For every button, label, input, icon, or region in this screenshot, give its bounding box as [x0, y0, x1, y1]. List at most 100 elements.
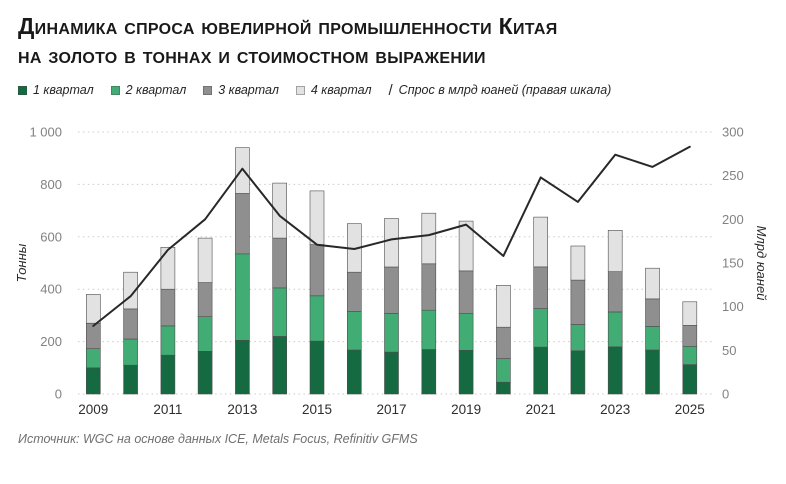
right-axis-tick-label: 250	[722, 168, 744, 183]
bar-segment-q2-2011	[160, 325, 176, 356]
legend-label: 2 квартал	[125, 83, 187, 97]
bar-segment-q2-2010	[123, 338, 138, 366]
right-axis-tick-label: 150	[722, 256, 744, 271]
legend-swatch-icon	[110, 85, 120, 95]
chart-title-line1: Динамика спроса ювелирной промышленности…	[18, 13, 558, 39]
bar-segment-q1-2025	[682, 364, 698, 395]
legend-label: Спрос в млрд юаней (правая шкала)	[398, 83, 612, 97]
x-axis-year-label: 2011	[153, 402, 182, 417]
bar-segment-q2-2017	[384, 313, 399, 353]
bar-segment-q1-2019	[458, 349, 474, 395]
bar-segment-q2-2021	[533, 308, 549, 348]
bar-segment-q4-2009	[86, 294, 101, 324]
bar-segment-q2-2015	[309, 295, 325, 342]
legend-label: 4 квартал	[310, 83, 372, 97]
bar-segment-q2-2016	[346, 311, 362, 351]
legend-item: / Спрос в млрд юаней (правая шкала)	[388, 81, 612, 99]
bar-segment-q2-2023	[607, 311, 623, 348]
bar-segment-q3-2020	[496, 326, 511, 359]
bar-segment-q4-2013	[235, 147, 250, 194]
bar-segment-q4-2024	[645, 267, 660, 300]
bar-segment-q2-2022	[570, 324, 586, 352]
bar-segment-q4-2019	[458, 220, 474, 272]
x-axis-year-label: 2021	[526, 402, 556, 417]
bar-segment-q1-2020	[496, 381, 511, 395]
bar-segment-q3-2021	[533, 266, 549, 309]
left-axis-tick-label: 1 000	[29, 125, 62, 140]
x-axis-year-label: 2015	[302, 402, 332, 417]
bar-segment-q1-2011	[160, 354, 176, 395]
x-axis-year-label: 2023	[600, 402, 630, 417]
bar-segment-q1-2018	[421, 349, 437, 395]
legend-swatch-icon	[18, 85, 27, 95]
legend-label: 1 квартал	[33, 83, 94, 97]
bar-segment-q1-2009	[86, 367, 101, 395]
right-axis-tick-label: 100	[722, 299, 744, 314]
left-axis-tick-label: 400	[40, 282, 62, 297]
bar-segment-q4-2014	[272, 182, 288, 239]
bar-segment-q4-2018	[421, 212, 437, 265]
bar-segment-q3-2025	[682, 325, 698, 347]
bar-segment-q4-2017	[384, 218, 399, 268]
legend-item: 1 квартал	[18, 83, 94, 97]
bar-segment-q3-2015	[309, 244, 325, 297]
bar-segment-q2-2018	[421, 309, 437, 350]
bar-segment-q2-2014	[272, 287, 288, 337]
bar-segment-q2-2009	[86, 348, 101, 369]
left-axis-tick-label: 800	[40, 177, 62, 192]
bar-segment-q3-2012	[197, 282, 213, 318]
bar-segment-q1-2017	[384, 351, 399, 395]
chart-title-line2: на золото в тоннах и стоимостном выражен…	[18, 42, 486, 69]
bar-segment-q1-2013	[235, 339, 250, 395]
bar-segment-q4-2012	[197, 237, 213, 283]
bar-segment-q3-2022	[570, 279, 586, 325]
bar-segment-q3-2023	[607, 271, 623, 313]
bar-segment-q2-2025	[682, 345, 698, 365]
bar-segment-q1-2022	[570, 350, 586, 395]
legend-swatch-icon	[203, 85, 213, 95]
legend-item: 2 квартал	[110, 83, 187, 97]
chart-title: Динамика спроса ювелирной промышленности…	[18, 12, 558, 71]
bar-segment-q3-2017	[384, 266, 399, 314]
legend-item: 4 квартал	[295, 83, 372, 97]
bar-segment-q1-2024	[645, 349, 660, 395]
bar-segment-q1-2012	[197, 350, 213, 395]
demand-line	[92, 145, 691, 327]
left-axis-tick-label: 200	[40, 334, 62, 349]
left-axis-tick-label: 600	[40, 229, 62, 244]
right-axis-tick-label: 0	[722, 387, 729, 402]
bar-segment-q4-2015	[309, 190, 325, 245]
bar-segment-q1-2023	[607, 346, 623, 395]
legend-item: 3 квартал	[203, 83, 279, 97]
bar-segment-q2-2020	[496, 358, 511, 383]
x-axis-year-label: 2013	[227, 402, 257, 417]
x-axis-year-label: 2025	[675, 402, 705, 417]
x-axis-year-label: 2017	[376, 402, 406, 417]
bar-segment-q4-2023	[607, 230, 623, 273]
right-axis-tick-label: 300	[722, 125, 744, 140]
bar-segment-q3-2013	[235, 193, 250, 255]
bar-segment-q4-2020	[496, 284, 511, 328]
bar-segment-q3-2018	[421, 263, 437, 311]
bar-segment-q1-2021	[533, 346, 549, 395]
bar-segment-q3-2010	[123, 308, 138, 340]
right-axis-tick-label: 200	[722, 212, 744, 227]
x-axis-year-label: 2019	[451, 402, 481, 417]
bar-segment-q3-2009	[86, 322, 101, 349]
bar-segment-q1-2016	[346, 349, 362, 395]
x-axis-year-label: 2009	[78, 402, 108, 417]
bar-segment-q1-2015	[309, 340, 325, 395]
bar-segment-q3-2016	[346, 271, 362, 312]
bar-segment-q1-2014	[272, 336, 288, 395]
legend: 1 квартал 2 квартал 3 квартал 4 квартал / Спр…	[18, 81, 612, 99]
bar-segment-q3-2011	[160, 288, 176, 327]
bar-segment-q4-2011	[160, 247, 176, 290]
legend-line-icon: /	[388, 81, 393, 99]
bar-segment-q2-2019	[458, 313, 474, 351]
left-axis-title: Тонны	[14, 243, 29, 282]
legend-label: 3 квартал	[218, 83, 279, 97]
right-axis-title: Млрд юаней	[754, 226, 769, 301]
bar-segment-q3-2024	[645, 298, 660, 327]
